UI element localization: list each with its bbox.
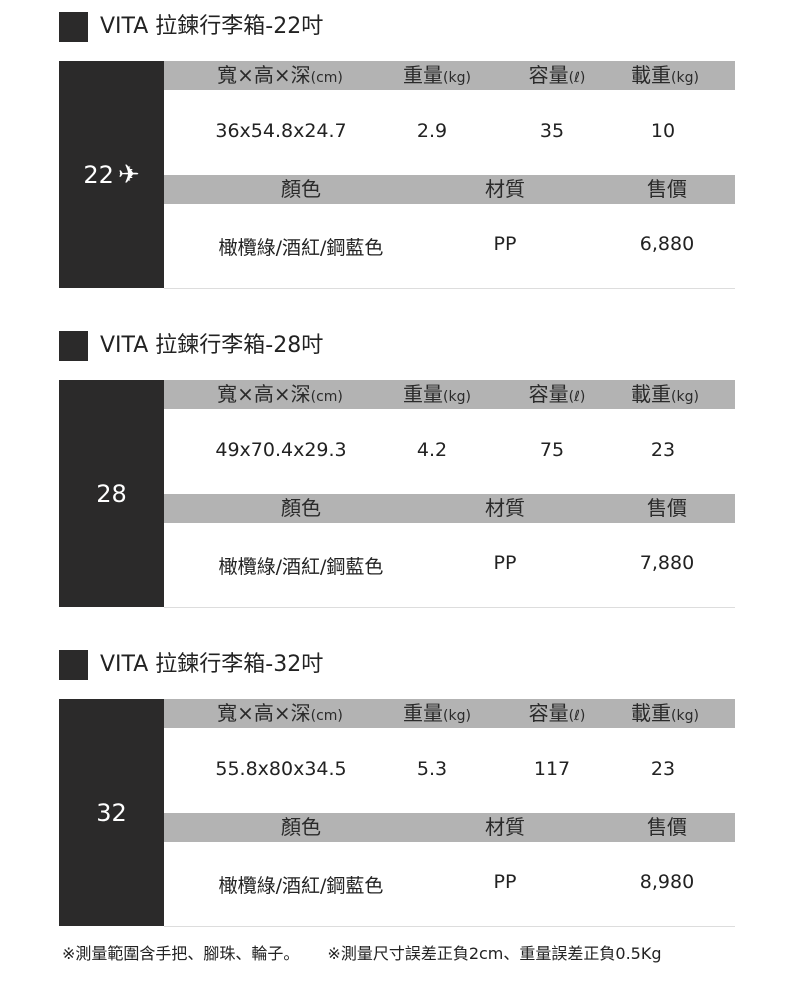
title-marker: [59, 12, 88, 42]
spec-header-row-2: 顏色 材質 售價: [164, 813, 735, 842]
header-dimensions: 寬×高×深(cm): [217, 701, 343, 725]
value-price: 6,880: [639, 233, 695, 255]
header-material: 材質: [485, 815, 525, 839]
header-price: 售價: [647, 815, 687, 839]
header-color: 顏色: [281, 496, 321, 520]
divider: [164, 926, 735, 927]
value-weight: 4.2: [416, 439, 448, 461]
header-color: 顏色: [281, 177, 321, 201]
value-load: 10: [650, 120, 676, 142]
header-weight: 重量(kg): [403, 63, 471, 87]
size-label-panel: 22 ✈: [59, 61, 164, 288]
value-color: 橄欖綠/酒紅/鋼藍色: [218, 237, 384, 259]
size-label-panel: 32: [59, 699, 164, 926]
product-spec-block: VITA 拉鍊行李箱-22吋 22 ✈ 寬×高×深(cm) 重量(kg) 容量(…: [0, 0, 794, 300]
header-capacity: 容量(ℓ): [528, 382, 586, 406]
title-marker: [59, 650, 88, 680]
value-price: 7,880: [639, 552, 695, 574]
header-weight: 重量(kg): [403, 382, 471, 406]
size-label-panel: 28: [59, 380, 164, 607]
header-capacity: 容量(ℓ): [528, 63, 586, 87]
value-material: PP: [493, 233, 517, 255]
header-price: 售價: [647, 177, 687, 201]
value-material: PP: [493, 552, 517, 574]
product-title: VITA 拉鍊行李箱-22吋: [100, 14, 324, 39]
header-load: 載重(kg): [631, 63, 699, 87]
value-weight: 5.3: [416, 758, 448, 780]
value-material: PP: [493, 871, 517, 893]
footer-notes: ※測量範圍含手把、腳珠、輪子。 ※測量尺寸誤差正負2cm、重量誤差正負0.5Kg: [62, 940, 662, 964]
footer-note-1: ※測量範圍含手把、腳珠、輪子。: [62, 944, 300, 963]
value-color: 橄欖綠/酒紅/鋼藍色: [218, 556, 384, 578]
spec-header-row: 寬×高×深(cm) 重量(kg) 容量(ℓ) 載重(kg): [164, 61, 735, 90]
header-load: 載重(kg): [631, 382, 699, 406]
value-color: 橄欖綠/酒紅/鋼藍色: [218, 875, 384, 897]
product-title: VITA 拉鍊行李箱-32吋: [100, 652, 324, 677]
spec-header-row-2: 顏色 材質 售價: [164, 175, 735, 204]
value-capacity: 75: [539, 439, 565, 461]
airplane-icon: ✈: [117, 159, 140, 190]
size-number: 32: [96, 798, 127, 827]
value-dimensions: 36x54.8x24.7: [215, 120, 347, 142]
divider: [164, 288, 735, 289]
value-dimensions: 49x70.4x29.3: [215, 439, 347, 461]
header-price: 售價: [647, 496, 687, 520]
title-marker: [59, 331, 88, 361]
value-dimensions: 55.8x80x34.5: [215, 758, 347, 780]
header-dimensions: 寬×高×深(cm): [217, 63, 343, 87]
header-capacity: 容量(ℓ): [528, 701, 586, 725]
header-dimensions: 寬×高×深(cm): [217, 382, 343, 406]
value-price: 8,980: [639, 871, 695, 893]
value-capacity: 35: [539, 120, 565, 142]
value-weight: 2.9: [416, 120, 448, 142]
value-load: 23: [650, 439, 676, 461]
product-spec-block: VITA 拉鍊行李箱-28吋 28 寬×高×深(cm) 重量(kg) 容量(ℓ)…: [0, 319, 794, 619]
product-spec-block: VITA 拉鍊行李箱-32吋 32 寬×高×深(cm) 重量(kg) 容量(ℓ)…: [0, 638, 794, 938]
spec-header-row-2: 顏色 材質 售價: [164, 494, 735, 523]
spec-header-row: 寬×高×深(cm) 重量(kg) 容量(ℓ) 載重(kg): [164, 699, 735, 728]
header-weight: 重量(kg): [403, 701, 471, 725]
size-number: 28: [96, 479, 127, 508]
value-load: 23: [650, 758, 676, 780]
footer-note-2: ※測量尺寸誤差正負2cm、重量誤差正負0.5Kg: [327, 944, 662, 963]
spec-header-row: 寬×高×深(cm) 重量(kg) 容量(ℓ) 載重(kg): [164, 380, 735, 409]
header-material: 材質: [485, 496, 525, 520]
product-title: VITA 拉鍊行李箱-28吋: [100, 333, 324, 358]
divider: [164, 607, 735, 608]
header-material: 材質: [485, 177, 525, 201]
header-load: 載重(kg): [631, 701, 699, 725]
header-color: 顏色: [281, 815, 321, 839]
value-capacity: 117: [533, 758, 571, 780]
size-number: 22: [83, 160, 114, 189]
